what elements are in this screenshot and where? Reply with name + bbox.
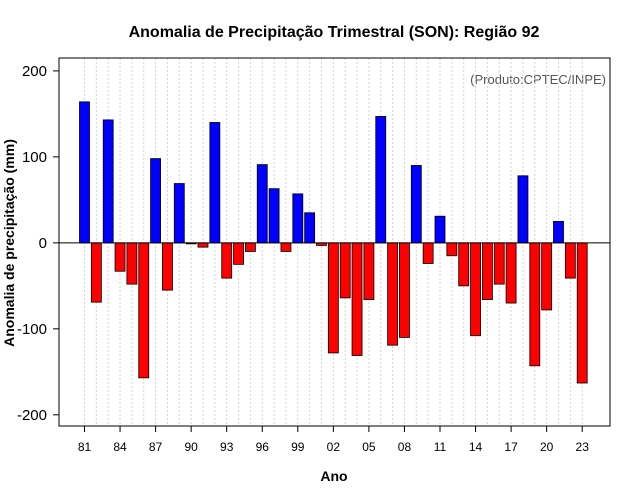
bar-04 [351,242,363,356]
bar-20 [541,242,553,311]
x-tick-label: 05 [362,440,376,454]
x-tick-label: 87 [149,440,163,454]
bar-82 [90,242,102,303]
bar-87 [150,158,162,244]
bar-12 [446,242,458,257]
x-tick-label: 81 [78,440,92,454]
bar-06 [375,116,387,244]
bar-21 [553,220,564,244]
chart-title: Anomalia de Precipitação Trimestral (SON… [129,24,540,41]
y-tick-label: -100 [17,321,47,338]
x-tick-label: 17 [504,440,518,454]
x-tick-label: 99 [291,440,305,454]
bar-18 [517,175,529,244]
bar-89 [173,183,185,244]
x-tick-label: 14 [469,440,483,454]
y-tick-label: -200 [17,407,47,424]
bar-10 [422,242,434,264]
bars [79,101,588,384]
y-axis-label: Anomalia de precipitação (mm) [1,139,17,347]
credit-text: (Produto:CPTEC/INPE) [470,72,606,87]
bar-22 [564,242,576,279]
bar-85 [126,242,138,285]
bar-07 [387,242,399,346]
bar-15 [481,242,493,301]
x-tick-label: 93 [220,440,234,454]
x-axis-label: Ano [320,468,347,484]
x-tick-label: 96 [256,440,270,454]
bar-95 [244,242,256,252]
bar-13 [458,242,470,287]
y-tick-label: 200 [22,63,47,80]
bar-02 [327,242,339,354]
x-tick-label: 23 [576,440,590,454]
x-tick-label: 02 [327,440,341,454]
bar-23 [576,242,588,384]
bar-14 [470,242,481,337]
bar-81 [79,101,90,244]
y-tick-label: 100 [22,149,47,166]
bar-97 [268,188,280,244]
bar-03 [339,242,351,299]
bar-19 [529,242,541,367]
bar-93 [221,242,233,279]
bar-84 [114,242,126,272]
x-tick-label: 08 [398,440,412,454]
y-tick-label: 0 [39,235,47,252]
bar-08 [399,242,410,338]
plot-frame [58,57,611,427]
bar-94 [233,242,244,265]
axes: -200 -100 0 100 200 81 84 87 90 93 96 99 02 05 08 11 14 1… [17,63,589,454]
bar-99 [292,193,304,244]
bar-83 [102,119,114,244]
bar-86 [138,242,150,379]
bar-00 [304,212,316,244]
x-tick-label: 90 [184,440,198,454]
bar-91 [197,242,209,248]
bar-05 [363,242,375,301]
bar-09 [410,165,422,244]
bar-96 [256,164,268,244]
bar-11 [434,215,446,244]
bar-88 [162,242,173,291]
x-tick-label: 84 [113,440,127,454]
x-tick-label: 11 [434,440,447,454]
bar-98 [280,242,292,252]
bar-17 [505,242,517,304]
x-tick-label: 20 [540,440,554,454]
bar-16 [493,242,505,285]
bar-92 [209,122,221,244]
